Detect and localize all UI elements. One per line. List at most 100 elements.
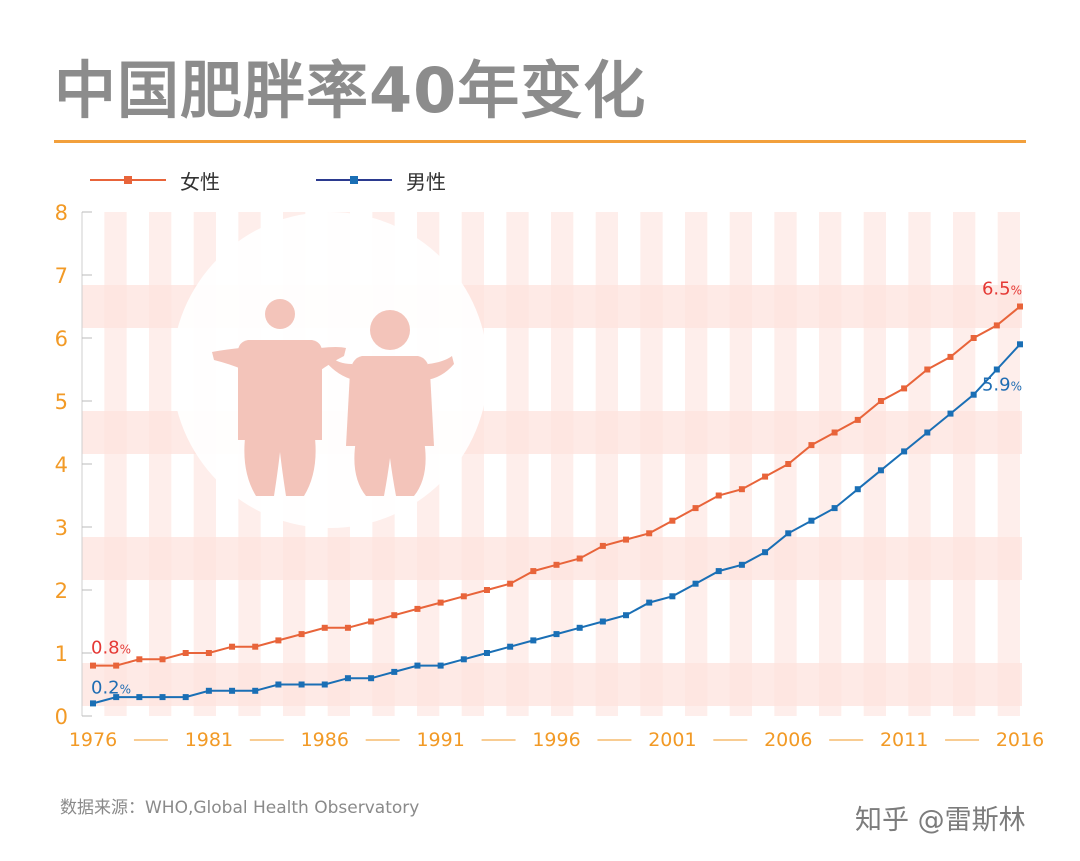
data-point [414,662,421,669]
annotation-unit: % [120,643,131,657]
data-point [599,618,606,625]
data-point [553,631,560,638]
data-point [321,624,328,631]
data-point [970,391,977,398]
data-point [831,505,838,512]
vertical-stripe [819,212,842,716]
data-point [205,687,212,694]
y-tick-label: 7 [55,264,68,288]
x-axis-ticks: 1976 1981 1986 1991 1996 2001 2006 2011 2016 [69,729,1044,751]
data-point [669,593,676,600]
watermark: 知乎 @雷斯林 [855,805,1026,836]
data-point [507,580,514,587]
y-tick-label: 1 [55,642,68,666]
data-point [298,631,305,638]
data-point [229,643,236,650]
data-point [599,542,606,549]
y-tick-label: 2 [55,579,68,603]
source-note: 数据来源：WHO,Global Health Observatory [60,798,420,818]
y-tick-label: 6 [55,327,68,351]
data-point [483,587,490,593]
vertical-stripe [685,212,708,716]
data-point [646,530,653,537]
illustration-figures [172,212,488,528]
woman-head-icon [370,310,410,350]
data-point [623,612,630,619]
data-point [993,366,1000,373]
data-point [182,650,189,656]
annotation-label: 0.8% [91,638,131,659]
x-tick-label: 2011 [880,729,928,751]
data-point [1017,341,1023,348]
legend-label-female: 女性 [180,169,220,194]
vertical-stripe [595,212,618,716]
data-point [113,662,120,669]
data-point [877,467,884,474]
data-point [993,322,1000,329]
woman-legs-icon [354,440,426,496]
woman-arm-icon [426,356,454,380]
x-tick-label: 2006 [764,729,812,751]
vertical-stripe [908,212,931,716]
data-point [530,637,537,644]
woman-arm-icon [326,356,354,380]
legend-item-male: 男性 [316,166,446,194]
data-point [460,593,467,600]
data-point [391,612,398,619]
legend-swatch-male [316,166,392,194]
data-point [854,416,861,423]
data-point [437,599,444,606]
data-point [414,605,421,612]
chart-title: 中国肥胖率40年变化 [54,54,647,127]
series-female [90,303,1023,669]
data-point [808,442,815,449]
data-point [831,429,838,436]
data-point [136,694,143,701]
data-point [530,568,537,575]
x-tick-label: 1996 [532,729,580,751]
y-tick-label: 0 [55,705,68,729]
data-point [785,461,792,467]
data-point [970,335,977,341]
annotation-label: 0.2% [91,677,131,698]
data-point [344,624,351,631]
data-point [576,624,583,631]
x-tick-label: 2016 [996,729,1044,751]
vertical-stripe [863,212,886,716]
data-point [275,637,282,644]
vertical-stripe [729,212,752,716]
data-point [715,568,722,575]
data-point [483,650,490,656]
data-point [298,681,305,688]
data-point [901,448,908,455]
data-point [113,694,120,701]
annotation-unit: % [1011,379,1022,393]
data-point [924,429,931,436]
data-point [275,681,282,688]
annotation-label: 6.5% [982,279,1022,300]
woman-body-icon [346,356,434,446]
annotation-unit: % [1011,284,1022,298]
data-point [623,536,630,543]
data-point [159,656,166,663]
data-point [391,668,398,675]
x-tick-label: 1986 [301,729,349,751]
data-point [762,549,769,556]
data-point [738,486,745,493]
x-tick-label: 1991 [416,729,464,751]
data-point [692,580,699,587]
y-axis-ticks: 0 1 2 3 4 5 6 7 8 [55,201,92,729]
data-point [762,473,769,480]
y-tick-label: 5 [55,390,68,414]
vertical-stripe [997,212,1020,716]
data-point [252,643,259,650]
data-point [715,492,722,499]
legend-label-male: 男性 [406,169,446,194]
x-tick-label: 1976 [69,729,117,751]
x-tick-label: 2001 [648,729,696,751]
vertical-stripe [551,212,574,716]
data-point [947,353,954,360]
vertical-stripe [640,212,663,716]
series-male [90,341,1023,707]
